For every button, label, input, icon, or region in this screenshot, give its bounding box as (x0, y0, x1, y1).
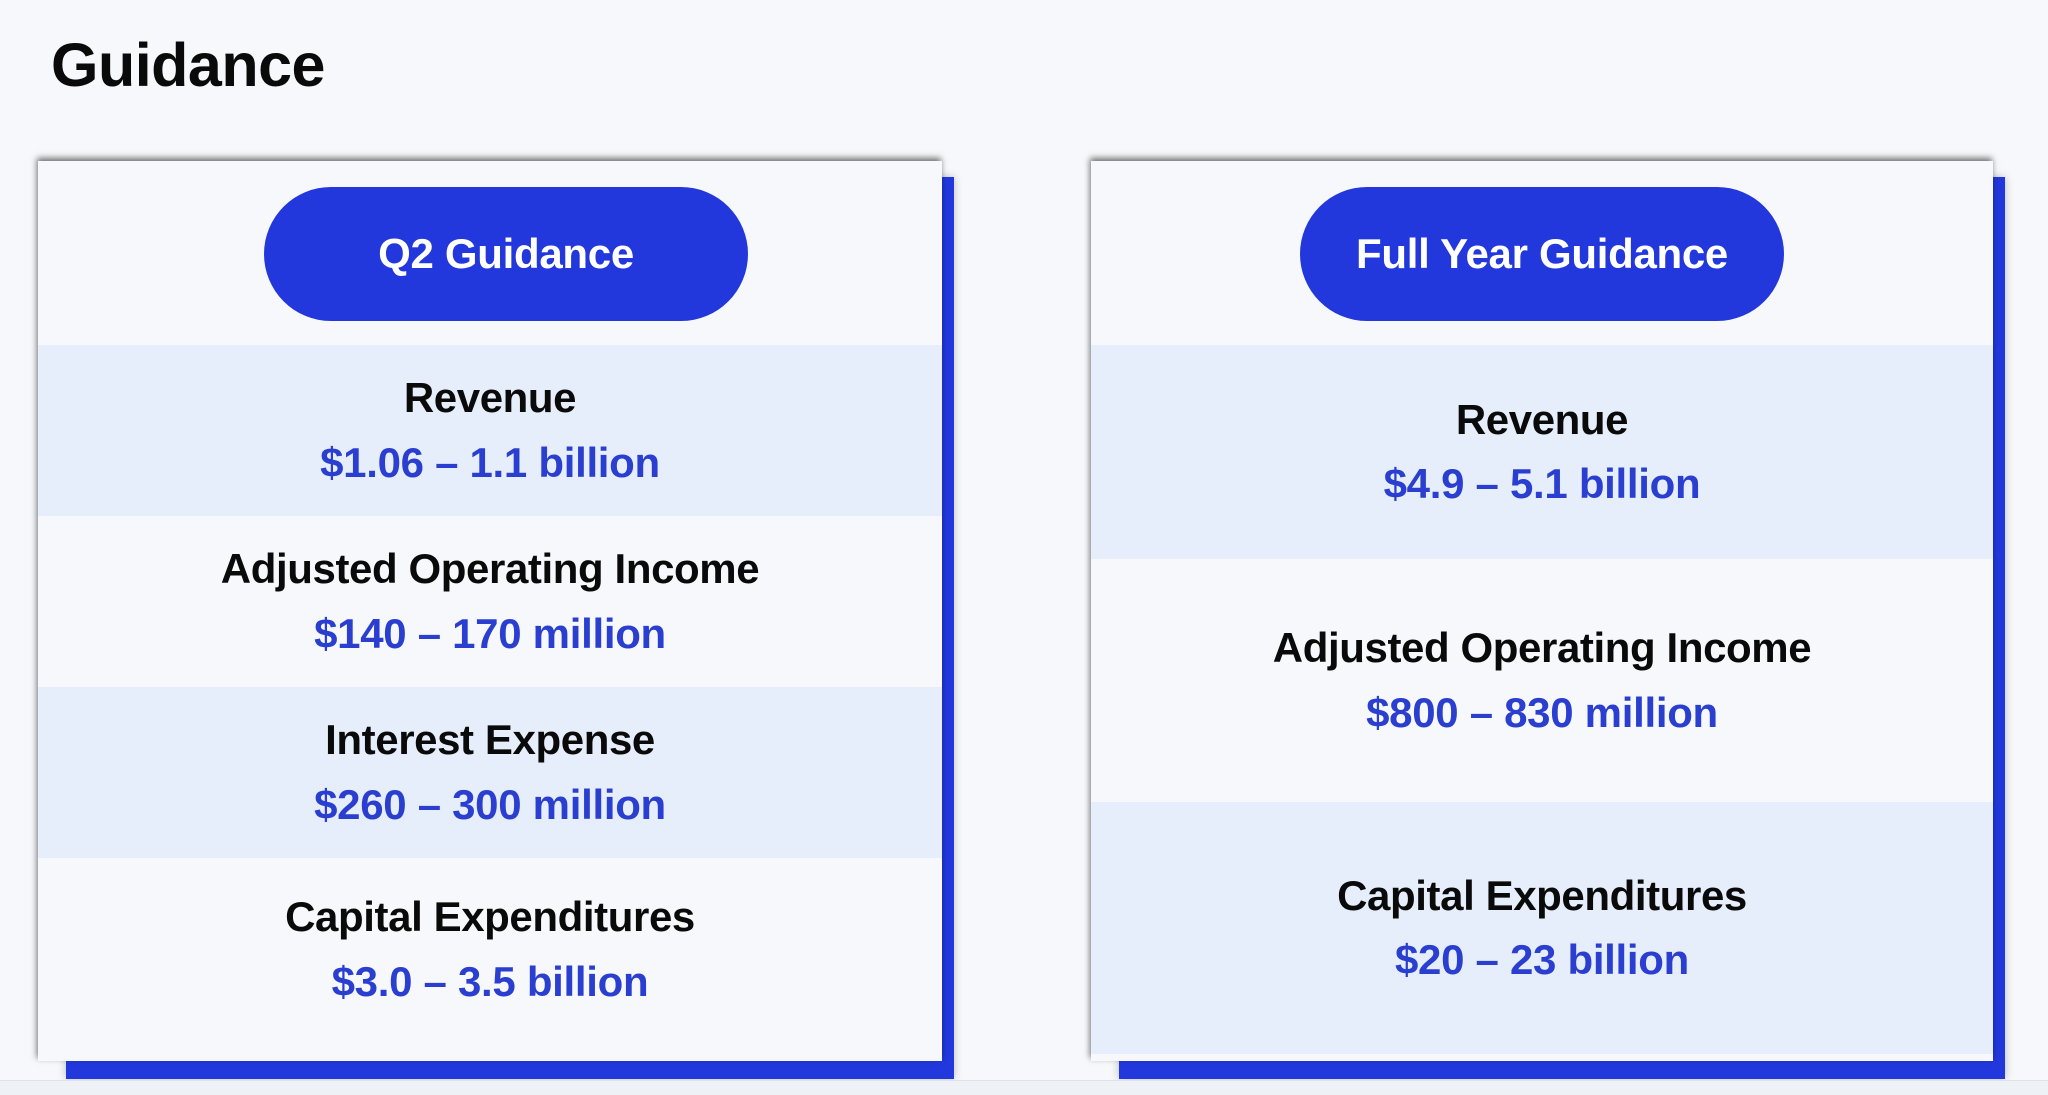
metric-value: $260 – 300 million (314, 780, 666, 828)
metric-value: $140 – 170 million (314, 609, 666, 657)
metric-value: $800 – 830 million (1366, 688, 1718, 736)
list-item: Adjusted Operating Income $140 – 170 mil… (38, 516, 942, 687)
metric-label: Revenue (1455, 395, 1629, 443)
metric-value: $20 – 23 billion (1395, 936, 1689, 983)
metric-label: Revenue (403, 374, 577, 421)
metric-label: Adjusted Operating Income (220, 545, 760, 592)
q2-guidance-card: Q2 Guidance Revenue $1.06 – 1.1 billion … (38, 161, 954, 1079)
metric-label: Capital Expenditures (1337, 871, 1747, 919)
metric-value: $1.06 – 1.1 billion (320, 438, 660, 486)
card-body: Full Year Guidance Revenue $4.9 – 5.1 bi… (1091, 161, 1993, 1061)
full-year-guidance-list: Revenue $4.9 – 5.1 billion Adjusted Oper… (1091, 345, 1993, 1061)
list-item: Revenue $4.9 – 5.1 billion (1091, 345, 1993, 559)
list-item: Capital Expenditures $20 – 23 billion (1091, 802, 1993, 1054)
full-year-guidance-heading: Full Year Guidance (1300, 187, 1784, 321)
card-body: Q2 Guidance Revenue $1.06 – 1.1 billion … (38, 161, 942, 1061)
metric-label: Interest Expense (325, 716, 655, 763)
metric-value: $4.9 – 5.1 billion (1383, 460, 1701, 507)
bottom-divider (0, 1080, 2048, 1095)
metric-label: Adjusted Operating Income (1272, 624, 1812, 671)
list-item: Adjusted Operating Income $800 – 830 mil… (1091, 559, 1993, 802)
list-item: Interest Expense $260 – 300 million (38, 687, 942, 858)
full-year-guidance-card: Full Year Guidance Revenue $4.9 – 5.1 bi… (1091, 161, 2005, 1079)
page-title: Guidance (51, 31, 325, 99)
list-item: Capital Expenditures $3.0 – 3.5 billion (38, 858, 942, 1041)
metric-label: Capital Expenditures (285, 893, 695, 940)
list-item: Revenue $1.06 – 1.1 billion (38, 345, 942, 516)
q2-guidance-list: Revenue $1.06 – 1.1 billion Adjusted Ope… (38, 345, 942, 1061)
q2-guidance-heading: Q2 Guidance (264, 187, 748, 321)
metric-value: $3.0 – 3.5 billion (331, 957, 649, 1005)
